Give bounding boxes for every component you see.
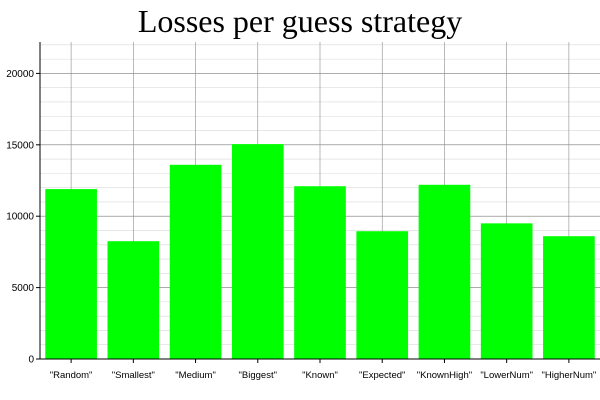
bar (480, 223, 533, 359)
x-tick-label: "Smallest" (112, 370, 155, 381)
x-tick-label: "Expected" (359, 370, 405, 381)
bar (231, 144, 284, 359)
bars (45, 144, 595, 359)
bar (418, 184, 471, 359)
bar (356, 231, 409, 359)
y-tick-label: 5000 (12, 283, 35, 294)
bar (543, 236, 595, 359)
x-tick-label: "Known" (302, 370, 338, 381)
chart-title: Losses per guess strategy (138, 3, 462, 39)
bar (169, 164, 222, 359)
x-tick-label: "Random" (50, 370, 93, 381)
x-axis: "Random" "Smallest" "Medium" "Biggest" "Know… (40, 358, 600, 381)
y-tick-label: 20000 (6, 69, 34, 80)
bar (107, 241, 160, 359)
x-tick-label: "Medium" (175, 370, 216, 381)
x-tick-label: "KnownHigh" (417, 370, 472, 381)
y-tick-label: 15000 (6, 140, 34, 151)
x-tick-label: "Biggest" (239, 370, 277, 381)
y-axis: 0 5000 10000 15000 20000 (6, 42, 41, 366)
bar (45, 189, 97, 359)
x-tick-label: "HigherNum" (541, 370, 596, 381)
y-tick-label: 0 (28, 355, 34, 366)
bar (294, 186, 346, 359)
x-tick-label: "LowerNum" (480, 370, 533, 381)
y-tick-label: 10000 (6, 212, 34, 223)
